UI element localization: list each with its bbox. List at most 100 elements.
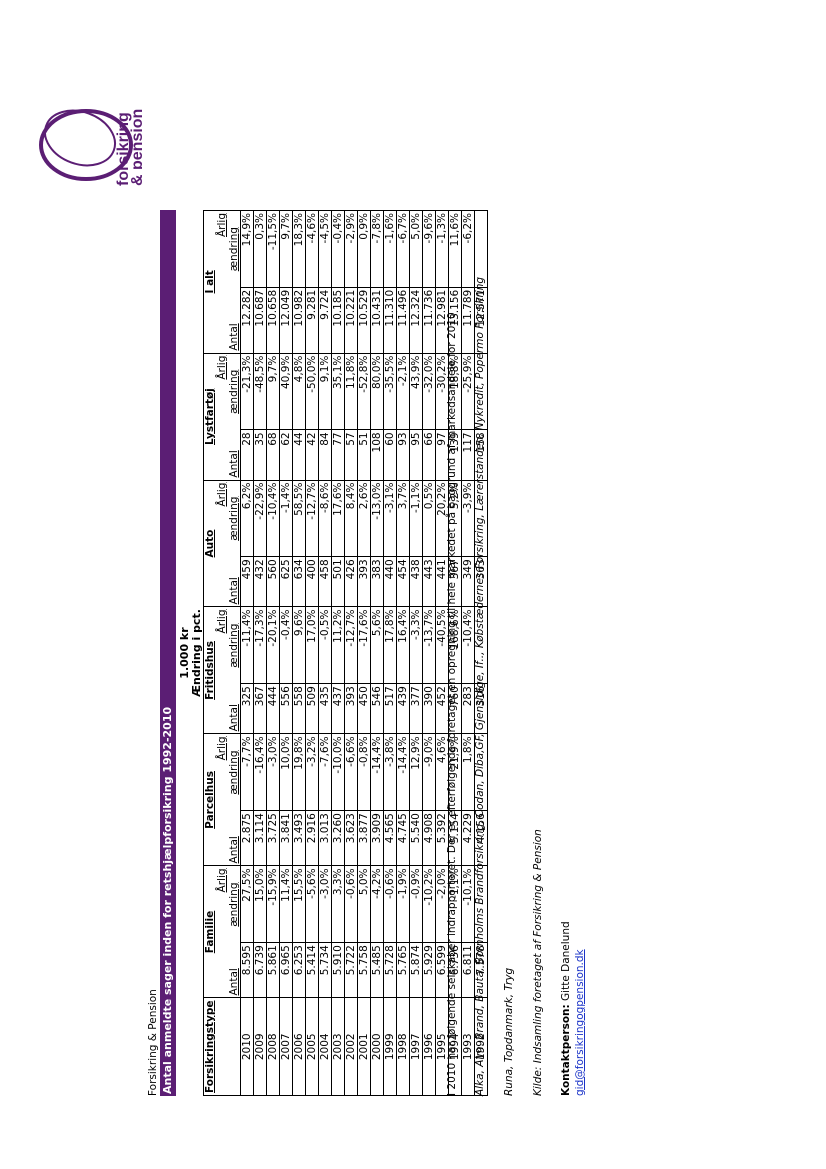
header-blank: [216, 287, 228, 353]
change-cell: -3,0%: [318, 865, 332, 943]
count-cell: 426: [344, 556, 358, 607]
year-cell: 2006: [292, 998, 306, 1096]
count-cell: 3.725: [266, 810, 280, 866]
count-cell: 95: [409, 429, 423, 481]
header-category: Fritidshus: [203, 606, 216, 734]
header-arlig: Årlig: [216, 210, 228, 288]
change-cell: -10,1%: [461, 865, 475, 943]
change-cell: 10,0%: [279, 733, 293, 811]
change-cell: 9,7%: [266, 353, 280, 430]
change-cell: -48,5%: [253, 353, 267, 430]
change-cell: -9,6%: [422, 210, 436, 288]
change-cell: -3,3%: [409, 606, 423, 684]
count-cell: 9.281: [305, 287, 319, 354]
header-type: Forsikringstype: [203, 998, 216, 1096]
header-blank: [216, 998, 228, 1096]
count-cell: 3.877: [357, 810, 371, 866]
count-cell: 560: [266, 556, 280, 607]
year-cell: 2001: [357, 998, 371, 1096]
count-cell: 28: [240, 429, 254, 481]
change-cell: -10,0%: [331, 733, 345, 811]
change-cell: -13,0%: [370, 480, 384, 557]
change-cell: -3,8%: [383, 733, 397, 811]
count-cell: 51: [357, 429, 371, 481]
contact-email-link[interactable]: gid@forsikringogpension.dk: [574, 949, 586, 1096]
change-cell: 27,5%: [240, 865, 254, 943]
header-category: Familie: [203, 865, 216, 998]
logo-text-2: & pension: [129, 109, 142, 186]
change-cell: -7,6%: [318, 733, 332, 811]
year-cell: 2000: [370, 998, 384, 1096]
count-cell: 11.496: [396, 287, 410, 354]
change-cell: -1,9%: [396, 865, 410, 943]
change-cell: -0,4%: [331, 210, 345, 288]
header-antal: Antal: [228, 287, 241, 354]
table-row: 1996 5.929 -10,2% 4.908 -9,0% 390 -13,7% 443 0,5…: [422, 210, 436, 1096]
count-cell: 57: [344, 429, 358, 481]
count-cell: 367: [253, 683, 267, 734]
year-cell: 2005: [305, 998, 319, 1096]
count-cell: 5.874: [409, 942, 423, 998]
count-cell: 5.728: [383, 942, 397, 998]
change-cell: -17,6%: [357, 606, 371, 684]
header-antal: Antal: [228, 429, 241, 481]
year-cell: 1996: [422, 998, 436, 1096]
table-row: 2001 5.758 5,0% 3.877 -0,8% 450 -17,6% 393 2,6% 5…: [357, 210, 371, 1096]
header-andring: ændring: [228, 353, 241, 430]
count-cell: 393: [357, 556, 371, 607]
change-cell: 5,6%: [370, 606, 384, 684]
header-antal: Antal: [228, 942, 241, 998]
contact-email-line: gid@forsikringogpension.dk: [574, 949, 587, 1096]
change-cell: -9,0%: [422, 733, 436, 811]
change-cell: -2,1%: [396, 353, 410, 430]
count-cell: 84: [318, 429, 332, 481]
change-cell: 19,8%: [292, 733, 306, 811]
header-category: I alt: [203, 210, 216, 354]
change-cell: -14,4%: [370, 733, 384, 811]
count-cell: 558: [292, 683, 306, 734]
header-row-arlig: Årlig Årlig Årlig Årlig Årlig Årlig: [216, 210, 228, 1096]
change-cell: -16,4%: [253, 733, 267, 811]
header-antal: Antal: [228, 683, 241, 734]
count-cell: 438: [409, 556, 423, 607]
change-cell: -32,0%: [422, 353, 436, 430]
count-cell: 5.485: [370, 942, 384, 998]
header-arlig: Årlig: [216, 480, 228, 557]
header-category: Lystfartøj: [203, 353, 216, 481]
change-cell: -0,5%: [318, 606, 332, 684]
year-cell: 2003: [331, 998, 345, 1096]
change-cell: 1,8%: [461, 733, 475, 811]
count-cell: 435: [318, 683, 332, 734]
header-andring: ændring: [228, 865, 241, 943]
year-cell: 1998: [396, 998, 410, 1096]
table-row: 1997 5.874 -0,9% 5.540 12,9% 377 -3,3% 438 -1,1%…: [409, 210, 423, 1096]
header-blank: [216, 943, 228, 998]
count-cell: 10.687: [253, 287, 267, 354]
table-row: 2010 8.595 27,5% 2.875 -7,7% 325 -11,4% 459 6,2%…: [240, 210, 254, 1096]
count-cell: 8.595: [240, 942, 254, 998]
change-cell: -3,0%: [266, 733, 280, 811]
count-cell: 2.875: [240, 810, 254, 866]
change-cell: -3,1%: [383, 480, 397, 557]
count-cell: 5.929: [422, 942, 436, 998]
change-cell: -3,9%: [461, 480, 475, 557]
table-row: 1993 6.811 -10,1% 4.229 1,8% 283 -10,4% 349 -3,9…: [461, 210, 475, 1096]
count-cell: 383: [370, 556, 384, 607]
change-cell: -7,7%: [240, 733, 254, 811]
count-cell: 4.229: [461, 810, 475, 866]
change-cell: 16,4%: [396, 606, 410, 684]
change-cell: -3,2%: [305, 733, 319, 811]
change-cell: 0,5%: [422, 480, 436, 557]
year-cell: 2002: [344, 998, 358, 1096]
change-cell: 0,3%: [253, 210, 267, 288]
count-cell: 108: [370, 429, 384, 481]
change-cell: 5,0%: [409, 210, 423, 288]
change-cell: -4,6%: [305, 210, 319, 288]
count-cell: 349: [461, 556, 475, 607]
change-cell: -6,6%: [344, 733, 358, 811]
count-cell: 77: [331, 429, 345, 481]
header-blank: [216, 684, 228, 734]
change-cell: 11,4%: [279, 865, 293, 943]
count-cell: 35: [253, 429, 267, 481]
table-row: 2005 5.414 -5,6% 2.916 -3,2% 509 17,0% 400 -12,7…: [305, 210, 319, 1096]
